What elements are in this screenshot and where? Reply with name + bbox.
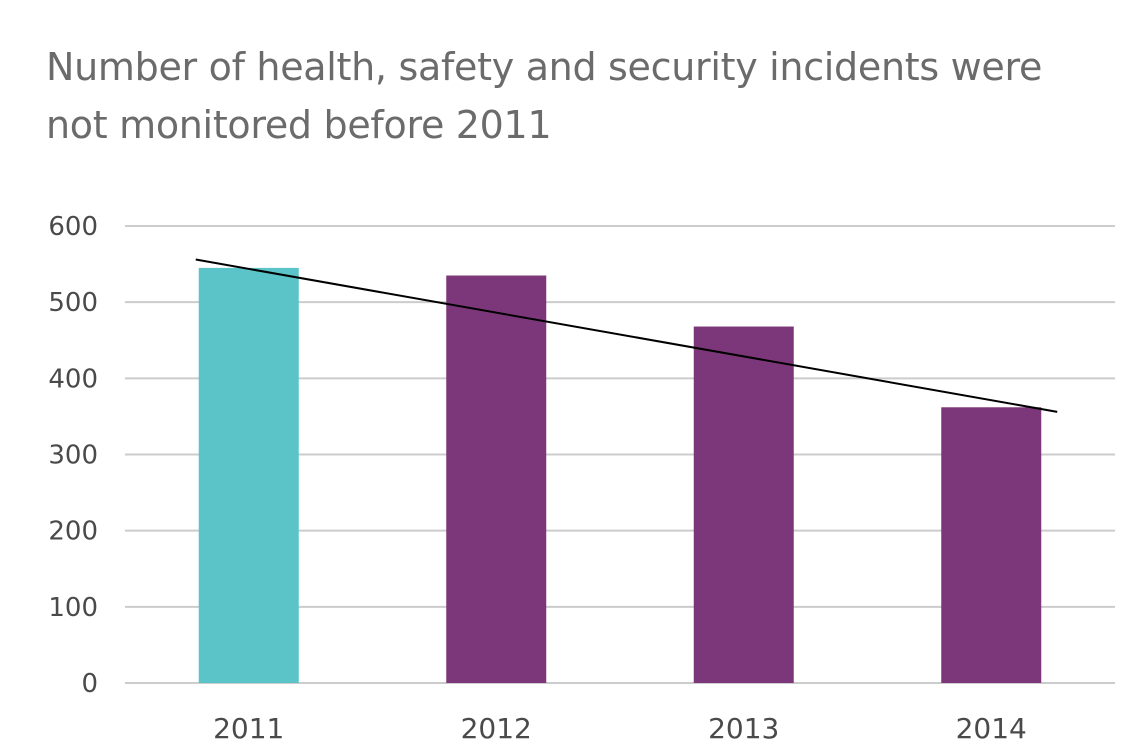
- x-tick-label-2014: 2014: [956, 712, 1027, 744]
- y-tick-label-600: 600: [48, 212, 98, 242]
- y-tick-label-500: 500: [48, 288, 98, 318]
- x-tick-label-2011: 2011: [213, 712, 284, 744]
- y-axis-ticks: 0 100 200 300 400 500 600: [48, 212, 98, 699]
- y-tick-label-0: 0: [81, 669, 98, 699]
- bar-2012: [446, 275, 547, 683]
- bars: [198, 267, 1042, 683]
- y-tick-label-100: 100: [48, 593, 98, 623]
- x-axis-labels: 2011 2012 2013 2014: [213, 712, 1027, 744]
- x-tick-label-2012: 2012: [461, 712, 532, 744]
- y-tick-label-400: 400: [48, 364, 98, 394]
- trendline: [195, 258, 1058, 413]
- y-tick-label-200: 200: [48, 517, 98, 547]
- bar-2014: [941, 407, 1042, 683]
- bar-2013: [693, 326, 794, 683]
- chart-title: Number of health, safety and security in…: [46, 45, 1043, 147]
- trendline-group: [195, 258, 1058, 413]
- bar-2011: [198, 267, 299, 683]
- x-tick-label-2013: 2013: [708, 712, 779, 744]
- y-tick-label-300: 300: [48, 441, 98, 471]
